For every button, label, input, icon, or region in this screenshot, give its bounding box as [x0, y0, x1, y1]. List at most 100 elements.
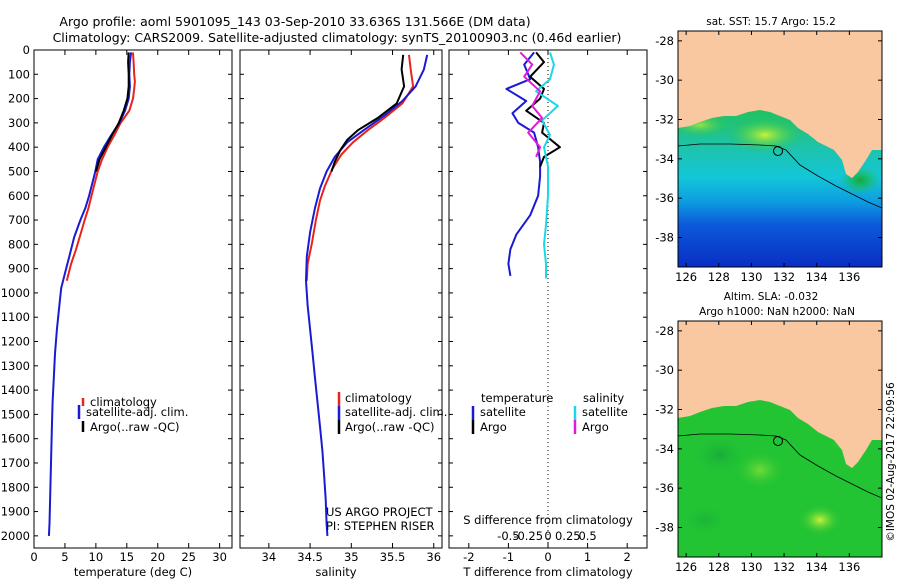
y-tick-label: 800	[8, 237, 30, 251]
x-tick-label-top: 0.5	[578, 529, 596, 543]
salinity-ticks: 34 34.5 35 35.5 36	[240, 49, 442, 564]
x-tick-label: 25	[181, 550, 196, 564]
x-tick-label: -2	[463, 550, 474, 564]
salinity-xlabel: salinity	[315, 565, 356, 579]
difference-ticks: -2 -1 0 1 2 -0.5-0.25 0 0.250.5	[449, 49, 647, 564]
sla-map-title: Altim. SLA: -0.032	[724, 291, 819, 303]
temperature-lines	[47, 52, 136, 536]
map-y-tick-label: -28	[655, 324, 674, 338]
project-line2: PI: STEPHEN RISER	[326, 519, 435, 533]
map-x-tick-label: 126	[675, 270, 697, 284]
y-tick-label: 1900	[1, 505, 30, 519]
x-tick-label: 36	[426, 550, 441, 564]
map-y-tick-label: -38	[655, 521, 674, 535]
salinity-lines	[305, 54, 429, 536]
series-line-temperature-argo	[525, 51, 561, 167]
x-tick-label-top: 0.25	[555, 529, 581, 543]
legend-argo: Argo(..raw -QC)	[90, 420, 180, 434]
sst-map: sat. SST: 15.7 Argo: 15.2 126 128 130 132 13…	[655, 16, 883, 284]
footer-stamp: ©IMOS 02-Aug-2017 22:09:56	[885, 382, 897, 542]
legend-argo: Argo(..raw -QC)	[345, 420, 435, 434]
temperature-xlabel: temperature (deg C)	[74, 565, 192, 579]
x-tick-label: 0	[30, 550, 37, 564]
series-line-argo-raw-qc	[330, 54, 406, 172]
x-tick-label: 30	[212, 550, 227, 564]
series-line-temperature-satellite	[505, 51, 542, 277]
map-x-tick-label: 132	[773, 560, 795, 574]
temperature-ticks: 0 5 10 15 20 25 300100200300400500600700800900…	[1, 43, 232, 564]
series-line-salinity-argo	[519, 51, 544, 158]
map-x-tick-label: 134	[806, 270, 828, 284]
y-tick-label: 1500	[1, 407, 30, 421]
series-line-argo-raw-qc	[94, 52, 130, 172]
temperature-panel: 0 5 10 15 20 25 300100200300400500600700800900…	[1, 43, 233, 579]
legend-sal-satellite: satellite	[582, 405, 628, 419]
map-x-tick-label: 130	[740, 560, 762, 574]
map-x-tick-label: 128	[708, 560, 730, 574]
map-y-tick-label: -38	[655, 231, 674, 245]
y-tick-label: 1000	[1, 286, 30, 300]
sst-warm-patch	[727, 117, 803, 153]
sla-map-frame	[677, 320, 883, 558]
difference-lines	[505, 51, 561, 279]
map-y-tick-label: -30	[655, 73, 674, 87]
legend-satellite: satellite-adj. clim.	[86, 405, 188, 419]
salinity-panel: 34 34.5 35 35.5 36 salinity climatology sate…	[239, 49, 447, 579]
y-tick-label: 900	[8, 262, 30, 276]
sla-map-subtitle: Argo h1000: NaN h2000: NaN	[699, 306, 855, 318]
y-tick-label: 1200	[1, 335, 30, 349]
map-x-tick-label: 132	[773, 270, 795, 284]
x-tick-label: 10	[89, 550, 104, 564]
map-y-tick-label: -36	[655, 481, 674, 495]
x-tick-label: 2	[624, 550, 631, 564]
y-tick-label: 1300	[1, 359, 30, 373]
y-tick-label: 1800	[1, 480, 30, 494]
sla-land	[678, 321, 882, 468]
map-y-tick-label: -32	[655, 113, 674, 127]
difference-xlabel: T difference from climatology	[462, 565, 633, 579]
series-line-satellite-adj-clim	[305, 54, 429, 536]
map-x-tick-label: 136	[838, 560, 860, 574]
y-tick-label: 100	[8, 67, 30, 81]
temperature-axes-frame	[33, 49, 233, 549]
sla-profile-marker	[773, 436, 783, 446]
sla-map-field	[678, 321, 882, 557]
x-tick-label: 0	[544, 550, 551, 564]
legend-satellite: satellite-adj. clim.	[345, 405, 447, 419]
sla-map: Altim. SLA: -0.032 Argo h1000: NaN h2000…	[655, 291, 883, 574]
map-y-tick-label: -34	[655, 152, 674, 166]
x-tick-label: 1	[584, 550, 591, 564]
legend-climatology: climatology	[345, 391, 412, 405]
y-tick-label: 1600	[1, 432, 30, 446]
x-tick-label: 5	[61, 550, 68, 564]
y-tick-label: 500	[8, 164, 30, 178]
legend-sal-argo: Argo	[582, 420, 609, 434]
x-tick-label: 15	[119, 550, 134, 564]
sst-map-frame	[677, 30, 883, 268]
salinity-axes-frame	[239, 49, 443, 549]
x-tick-label: 35.5	[380, 550, 406, 564]
map-y-tick-label: -30	[655, 363, 674, 377]
x-tick-label-top: -0.25	[513, 529, 543, 543]
y-tick-label: 0	[23, 43, 30, 57]
sla-high-patch	[734, 450, 786, 490]
difference-xlabel-top: S difference from climatology	[463, 513, 633, 527]
difference-legend: temperature salinity satellite Argo sate…	[471, 391, 628, 434]
sst-profile-marker	[773, 146, 783, 156]
sst-map-ticks: 126 128 130 132 134 136 -28 -30 -32 -34 -36 -38	[655, 31, 882, 284]
y-tick-label: 600	[8, 189, 30, 203]
x-tick-label: 34.5	[297, 550, 323, 564]
difference-panel: -2 -1 0 1 2 -0.5-0.25 0 0.250.5 S difference fr…	[448, 49, 648, 579]
sla-isobath	[678, 433, 882, 499]
map-y-tick-label: -36	[655, 191, 674, 205]
y-tick-label: 300	[8, 116, 30, 130]
map-x-tick-label: 134	[806, 560, 828, 574]
legend-temp-argo: Argo	[480, 420, 507, 434]
x-tick-label: 34	[262, 550, 277, 564]
map-x-tick-label: 128	[708, 270, 730, 284]
legend-climatology: climatology	[90, 395, 157, 409]
map-x-tick-label: 136	[838, 270, 860, 284]
y-tick-label: 1700	[1, 456, 30, 470]
map-x-tick-label: 130	[740, 270, 762, 284]
